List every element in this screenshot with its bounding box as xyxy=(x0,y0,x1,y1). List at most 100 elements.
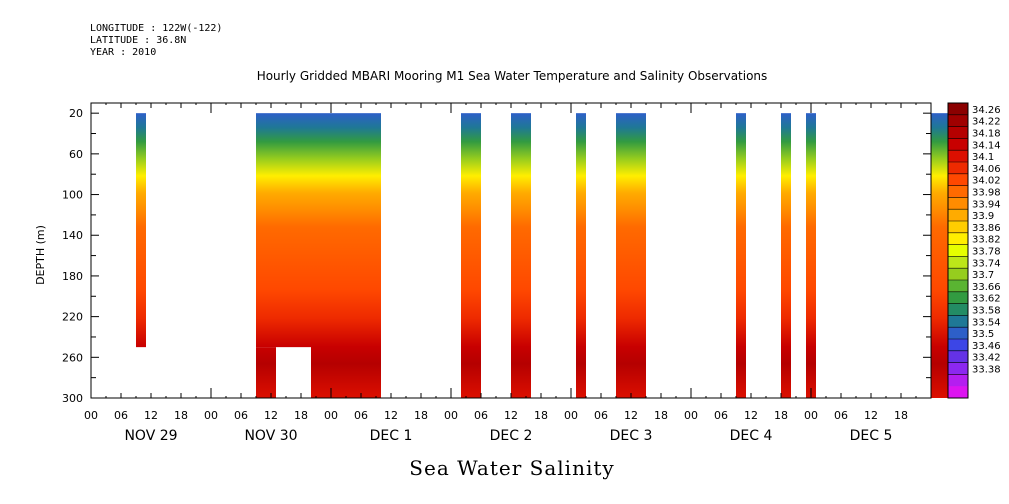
x-hour-label: 18 xyxy=(534,409,548,422)
colorbar-segment xyxy=(948,114,968,128)
colorbar-label: 34.06 xyxy=(972,164,1001,175)
y-tick-label: 260 xyxy=(62,351,83,364)
observation-bar xyxy=(806,113,816,398)
x-hour-label: 12 xyxy=(384,409,398,422)
y-tick-label: 220 xyxy=(62,311,83,324)
x-day-label: DEC 5 xyxy=(850,428,893,444)
colorbar-label: 34.02 xyxy=(972,176,1001,187)
x-hour-label: 06 xyxy=(714,409,728,422)
x-hour-label: 06 xyxy=(234,409,248,422)
location-header: LONGITUDE : 122W(-122) LATITUDE : 36.8N … xyxy=(90,23,222,59)
longitude-label: LONGITUDE : 122W(-122) xyxy=(90,23,223,34)
y-tick-label: 140 xyxy=(62,229,83,242)
colorbar-segment xyxy=(948,221,968,234)
observation-bar xyxy=(311,113,381,398)
plot-area xyxy=(90,102,961,399)
colorbar-segment xyxy=(948,315,968,328)
y-axis-label: DEPTH (m) xyxy=(34,225,47,285)
colorbar-frame xyxy=(947,102,969,399)
colorbar-label: 33.62 xyxy=(972,294,1001,305)
x-hour-label: 12 xyxy=(864,409,878,422)
x-hour-label: 18 xyxy=(414,409,428,422)
colorbar-segment xyxy=(948,244,968,257)
x-hour-label: 00 xyxy=(84,409,98,422)
colorbar-label: 33.86 xyxy=(972,223,1001,234)
colorbar-segment xyxy=(948,138,968,151)
colorbar-segment xyxy=(948,350,968,364)
x-hour-label: 00 xyxy=(804,409,818,422)
colorbar-label: 33.7 xyxy=(972,270,994,281)
x-hour-label: 00 xyxy=(684,409,698,422)
x-hour-label: 06 xyxy=(114,409,128,422)
colorbar-segment xyxy=(948,185,968,198)
x-hour-label: 12 xyxy=(624,409,638,422)
x-day-label: NOV 30 xyxy=(244,428,297,444)
chart-title: Hourly Gridded MBARI Mooring M1 Sea Wate… xyxy=(257,69,768,83)
colorbar-label: 33.38 xyxy=(972,365,1001,376)
x-hour-label: 18 xyxy=(294,409,308,422)
colorbar-label: 33.42 xyxy=(972,353,1001,364)
colorbar-label: 34.18 xyxy=(972,129,1001,140)
colorbar-segment xyxy=(948,362,968,375)
colorbar-segment xyxy=(948,232,968,246)
y-tick-label: 300 xyxy=(62,392,83,405)
colorbar-label: 33.94 xyxy=(972,199,1001,210)
colorbar: 34.2634.2234.1834.1434.134.0634.0233.983… xyxy=(947,102,1001,399)
colorbar-label: 33.98 xyxy=(972,188,1001,199)
colorbar-segment xyxy=(948,291,968,305)
x-hour-label: 00 xyxy=(444,409,458,422)
x-hour-label: 00 xyxy=(564,409,578,422)
x-hour-label: 18 xyxy=(174,409,188,422)
observation-bar xyxy=(576,113,586,398)
x-day-label: DEC 2 xyxy=(490,428,533,444)
colorbar-segment xyxy=(948,280,968,293)
colorbar-segment xyxy=(948,339,968,352)
year-label: YEAR : 2010 xyxy=(90,47,157,58)
colorbar-segment xyxy=(948,209,968,222)
x-hour-label: 06 xyxy=(834,409,848,422)
observation-bar xyxy=(256,347,276,398)
colorbar-segment xyxy=(948,268,968,281)
x-hour-label: 00 xyxy=(324,409,338,422)
colorbar-label: 33.46 xyxy=(972,341,1001,352)
x-hour-label: 06 xyxy=(594,409,608,422)
observation-bar xyxy=(256,113,311,348)
colorbar-segment xyxy=(948,303,968,316)
x-day-label: DEC 4 xyxy=(730,428,773,444)
colorbar-segment xyxy=(948,197,968,210)
x-hour-label: 12 xyxy=(504,409,518,422)
x-day-label: NOV 29 xyxy=(124,428,177,444)
x-hour-label: 12 xyxy=(744,409,758,422)
colorbar-label: 34.22 xyxy=(972,117,1001,128)
y-tick-label: 20 xyxy=(69,107,83,120)
colorbar-label: 33.5 xyxy=(972,329,994,340)
observation-bar xyxy=(136,113,146,348)
x-day-label: DEC 3 xyxy=(610,428,653,444)
colorbar-segment xyxy=(948,126,968,139)
y-tick-label: 180 xyxy=(62,270,83,283)
observation-bar xyxy=(616,113,646,398)
x-hour-label: 06 xyxy=(474,409,488,422)
colorbar-segment xyxy=(948,256,968,269)
latitude-label: LATITUDE : 36.8N xyxy=(90,35,187,46)
observation-bar xyxy=(511,113,531,398)
colorbar-label: 33.58 xyxy=(972,306,1001,317)
x-hour-label: 18 xyxy=(894,409,908,422)
colorbar-segment xyxy=(948,386,968,399)
colorbar-segment xyxy=(948,374,968,387)
colorbar-segment xyxy=(948,173,968,187)
x-hour-label: 06 xyxy=(354,409,368,422)
variable-label: Sea Water Salinity xyxy=(409,456,614,480)
observation-bar xyxy=(736,113,746,398)
colorbar-label: 33.82 xyxy=(972,235,1001,246)
colorbar-label: 33.66 xyxy=(972,282,1001,293)
colorbar-label: 34.14 xyxy=(972,140,1001,151)
colorbar-label: 33.78 xyxy=(972,247,1001,258)
colorbar-label: 34.26 xyxy=(972,105,1001,116)
x-hour-label: 12 xyxy=(264,409,278,422)
x-hour-label: 18 xyxy=(654,409,668,422)
colorbar-segment xyxy=(948,103,968,116)
y-tick-label: 60 xyxy=(69,148,83,161)
y-axis: 20 60 100 140 180 220 260 300 xyxy=(62,107,931,405)
